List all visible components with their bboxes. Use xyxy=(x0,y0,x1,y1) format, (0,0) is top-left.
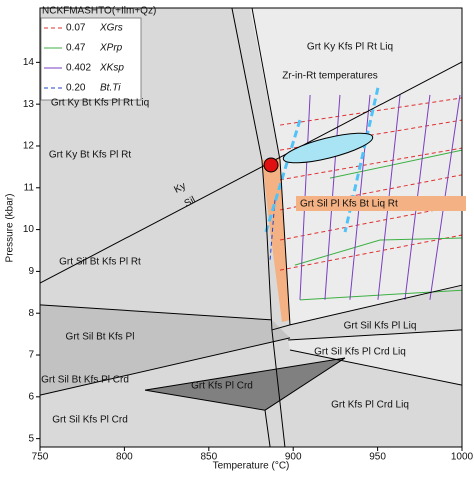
isopleth xyxy=(279,147,463,181)
field-fill xyxy=(262,158,290,322)
field-label: Ky xyxy=(172,181,187,196)
field-label: Grt Sil Kfs Pl Liq xyxy=(344,321,417,332)
legend-value: 0.47 xyxy=(66,43,86,54)
annotation: Zr-in-Rt temperatures xyxy=(282,71,378,82)
y-tick-label: 9 xyxy=(28,266,34,277)
y-tick-label: 14 xyxy=(23,57,35,68)
field-label: Sil xyxy=(183,195,198,210)
legend-value: 0.20 xyxy=(66,83,86,94)
annotation-box xyxy=(296,196,466,211)
field-fill xyxy=(145,358,345,410)
field-label: Grt Sil Bt Kfs Pl Rt xyxy=(59,257,141,268)
y-tick-label: 6 xyxy=(28,391,34,402)
phase-boundary xyxy=(39,304,272,321)
phase-boundary xyxy=(39,61,463,284)
x-tick-label: 850 xyxy=(200,452,217,463)
y-tick-label: 12 xyxy=(23,141,35,152)
phase-boundary xyxy=(289,349,463,386)
annotation: Grt Sil Pl Kfs Bt Liq Rt xyxy=(300,199,398,210)
y-tick-label: 13 xyxy=(23,99,35,110)
y-tick-label: 10 xyxy=(23,224,35,235)
field-label: Grt Sil Bt Kfs Pl xyxy=(66,332,135,343)
legend-label: XGrs xyxy=(99,23,123,34)
field-label: Grt Kfs Pl Crd xyxy=(191,381,253,392)
field-label: Grt Sil Bt Kfs Pl Crd xyxy=(41,375,129,386)
y-axis-label: Pressure (kbar) xyxy=(5,194,16,263)
field-label: Grt Ky Bt Kfs Pl Rt Liq xyxy=(51,98,149,109)
y-tick-label: 8 xyxy=(28,308,34,319)
x-tick-label: 750 xyxy=(32,452,49,463)
isopleth xyxy=(329,149,463,179)
phase-boundary xyxy=(251,7,291,325)
isopleth xyxy=(294,237,463,266)
legend xyxy=(40,17,142,101)
highlight-ellipse xyxy=(282,132,374,164)
y-tick-label: 11 xyxy=(24,182,35,193)
legend-label: XKsp xyxy=(99,63,124,74)
plot-frame xyxy=(39,7,463,448)
isopleth xyxy=(263,119,302,236)
field-label: Grt Sil Kfs Pl Crd xyxy=(52,415,128,426)
field-label: Grt Kfs Pl Crd Liq xyxy=(331,400,409,411)
legend-value: 0.07 xyxy=(66,23,86,34)
y-tick-label: 7 xyxy=(28,350,34,361)
x-axis-label: Temperature (°C) xyxy=(213,461,290,472)
x-tick-label: 800 xyxy=(116,452,133,463)
chart-title: NCKFMASHTO(+Ilm+Qz) xyxy=(42,6,156,17)
highlight-dot xyxy=(263,157,279,173)
field-label: Grt Sil Kfs Pl Crd Liq xyxy=(314,347,406,358)
phase-boundary xyxy=(288,329,463,341)
x-tick-label: 1000 xyxy=(451,452,474,463)
phase-boundary xyxy=(264,410,271,448)
field-label: Grt Ky Kfs Pl Rt Liq xyxy=(307,42,393,53)
phase-boundary xyxy=(271,284,463,331)
legend-label: Bt.Ti xyxy=(100,83,121,94)
isopleth xyxy=(279,234,463,271)
x-tick-label: 950 xyxy=(369,452,386,463)
x-tick-label: 900 xyxy=(285,452,302,463)
y-tick-label: 5 xyxy=(28,433,34,444)
phase-boundary xyxy=(144,357,346,411)
field-fill xyxy=(288,330,462,385)
field-label: Grt Ky Bt Kfs Pl Rt xyxy=(49,150,131,161)
field-fill xyxy=(40,305,290,395)
legend-label: XPrp xyxy=(99,43,123,54)
phase-boundary xyxy=(39,337,291,396)
legend-value: 0.402 xyxy=(66,63,91,74)
